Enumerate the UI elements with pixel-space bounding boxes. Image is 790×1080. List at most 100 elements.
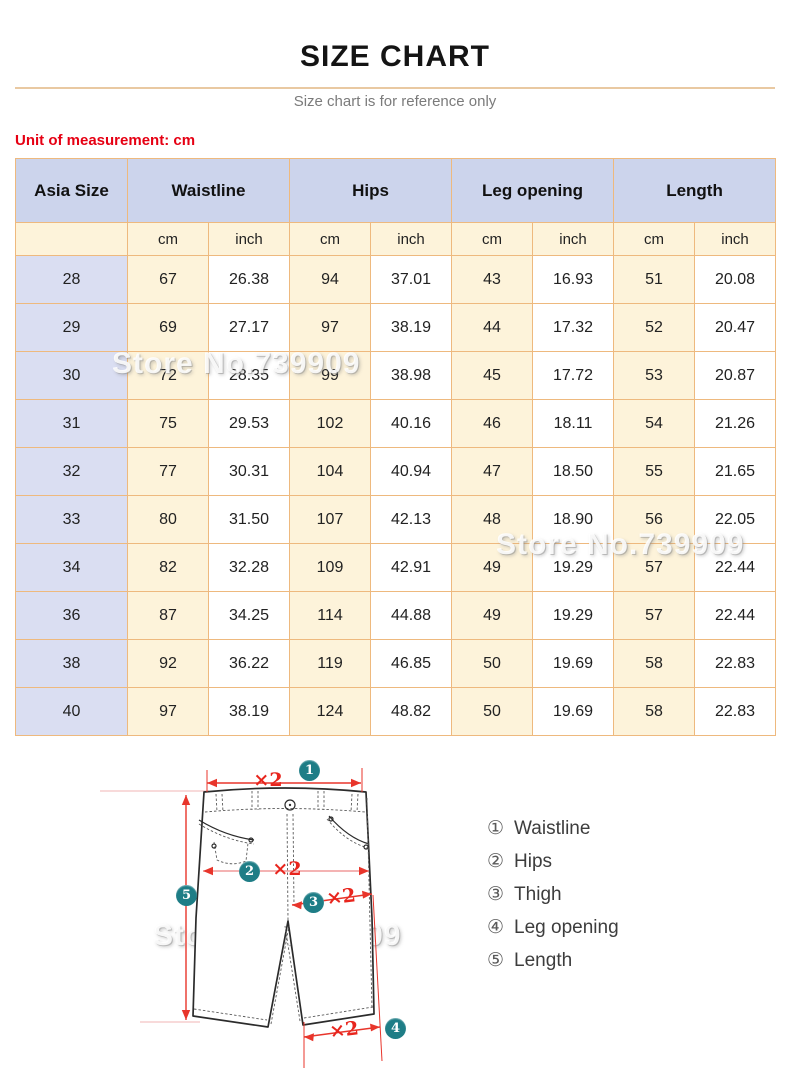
marker-5-length: 5 (176, 885, 197, 906)
legend-circled-number: ② (487, 851, 505, 872)
inch-value-cell: 20.08 (694, 255, 777, 304)
size-chart-table: Asia Size Waistline Hips Leg opening Len… (15, 158, 777, 736)
table-row: 29 69 27.17 97 38.19 44 17.32 52 20.47 (15, 303, 777, 352)
cm-value-cell: 97 (127, 687, 209, 736)
multiplier-label: ×2 (253, 769, 283, 791)
subheader-cm: cm (613, 222, 696, 256)
table-row: 32 77 30.31 104 40.94 47 18.50 55 21.65 (15, 447, 777, 496)
table-row: 34 82 32.28 109 42.91 49 19.29 57 22.44 (15, 543, 777, 592)
subheader-cm: cm (289, 222, 371, 256)
table-subheader-row: cm inch cm inch cm inch cm inch (15, 222, 777, 256)
subheader-inch: inch (208, 222, 290, 256)
column-header-asia-size: Asia Size (15, 158, 128, 223)
asia-size-cell: 29 (15, 303, 128, 352)
cm-value-cell: 58 (613, 639, 696, 688)
table-row: 40 97 38.19 124 48.82 50 19.69 58 22.83 (15, 687, 777, 736)
cm-value-cell: 49 (451, 543, 533, 592)
cm-value-cell: 47 (451, 447, 533, 496)
legend-item: ⑤ Length (487, 944, 619, 977)
subtitle: Size chart is for reference only (293, 93, 497, 110)
subheader-cm: cm (451, 222, 533, 256)
cm-value-cell: 109 (289, 543, 371, 592)
inch-value-cell: 20.47 (694, 303, 777, 352)
legend-circled-number: ① (487, 818, 505, 839)
cm-value-cell: 69 (127, 303, 209, 352)
table-row: 31 75 29.53 102 40.16 46 18.11 54 21.26 (15, 399, 777, 448)
subheader-inch: inch (370, 222, 452, 256)
legend-circled-number: ⑤ (487, 950, 505, 971)
cm-value-cell: 49 (451, 591, 533, 640)
cm-value-cell: 99 (289, 351, 371, 400)
table-row: 38 92 36.22 119 46.85 50 19.69 58 22.83 (15, 639, 777, 688)
cm-value-cell: 48 (451, 495, 533, 544)
multiplier-label: ×2 (272, 858, 302, 880)
legend-label: Thigh (514, 884, 562, 905)
inch-value-cell: 19.69 (531, 687, 615, 736)
cm-value-cell: 51 (613, 255, 696, 304)
table-row: 30 72 28.35 99 38.98 45 17.72 53 20.87 (15, 351, 777, 400)
shorts-line-drawing (100, 768, 383, 1068)
cm-value-cell: 92 (127, 639, 209, 688)
cm-value-cell: 102 (289, 399, 371, 448)
cm-value-cell: 57 (613, 591, 696, 640)
cm-value-cell: 57 (613, 543, 696, 592)
cm-value-cell: 104 (289, 447, 371, 496)
inch-value-cell: 30.31 (208, 447, 290, 496)
cm-value-cell: 46 (451, 399, 533, 448)
table-row: 33 80 31.50 107 42.13 48 18.90 56 22.05 (15, 495, 777, 544)
inch-value-cell: 38.98 (370, 351, 452, 400)
title-divider (15, 87, 775, 89)
inch-value-cell: 17.32 (531, 303, 615, 352)
inch-value-cell: 42.13 (370, 495, 452, 544)
subheader-inch: inch (531, 222, 615, 256)
inch-value-cell: 46.85 (370, 639, 452, 688)
column-header-leg-opening: Leg opening (450, 158, 615, 223)
legend-circled-number: ④ (487, 917, 505, 938)
legend-item: ④ Leg opening (487, 911, 619, 944)
cm-value-cell: 75 (127, 399, 209, 448)
legend-label: Hips (514, 851, 553, 872)
inch-value-cell: 29.53 (208, 399, 290, 448)
cm-value-cell: 55 (613, 447, 696, 496)
shorts-measurement-diagram: 1 2 3 4 5 ×2 ×2 ×2 ×2 (95, 758, 415, 1073)
asia-size-cell: 31 (15, 399, 128, 448)
legend-label: Length (514, 950, 573, 971)
cm-value-cell: 50 (451, 639, 533, 688)
cm-value-cell: 53 (613, 351, 696, 400)
marker-3-thigh: 3 (303, 892, 324, 913)
subheader-empty-cell (15, 222, 128, 256)
cm-value-cell: 54 (613, 399, 696, 448)
marker-2-hips: 2 (239, 861, 260, 882)
inch-value-cell: 19.29 (531, 591, 615, 640)
inch-value-cell: 19.29 (531, 543, 615, 592)
table-row: 36 87 34.25 114 44.88 49 19.29 57 22.44 (15, 591, 777, 640)
column-header-length: Length (613, 158, 777, 223)
inch-value-cell: 16.93 (531, 255, 615, 304)
inch-value-cell: 37.01 (370, 255, 452, 304)
inch-value-cell: 22.05 (694, 495, 777, 544)
cm-value-cell: 44 (451, 303, 533, 352)
asia-size-cell: 40 (15, 687, 128, 736)
inch-value-cell: 21.65 (694, 447, 777, 496)
column-header-waistline: Waistline (127, 158, 290, 223)
subheader-cm: cm (127, 222, 209, 256)
cm-value-cell: 52 (613, 303, 696, 352)
table-header-row: Asia Size Waistline Hips Leg opening Len… (15, 158, 777, 223)
legend-circled-number: ③ (487, 884, 505, 905)
measurement-legend: ① Waistline ② Hips ③ Thigh ④ Leg opening ⑤ Length (487, 812, 619, 977)
inch-value-cell: 40.94 (370, 447, 452, 496)
inch-value-cell: 18.50 (531, 447, 615, 496)
inch-value-cell: 32.28 (208, 543, 290, 592)
legend-label: Leg opening (514, 917, 619, 938)
unit-of-measurement-note: Unit of measurement: cm (15, 132, 196, 149)
asia-size-cell: 32 (15, 447, 128, 496)
cm-value-cell: 87 (127, 591, 209, 640)
cm-value-cell: 124 (289, 687, 371, 736)
cm-value-cell: 114 (289, 591, 371, 640)
cm-value-cell: 45 (451, 351, 533, 400)
inch-value-cell: 27.17 (208, 303, 290, 352)
inch-value-cell: 22.44 (694, 543, 777, 592)
legend-item: ③ Thigh (487, 878, 619, 911)
legend-label: Waistline (514, 818, 591, 839)
